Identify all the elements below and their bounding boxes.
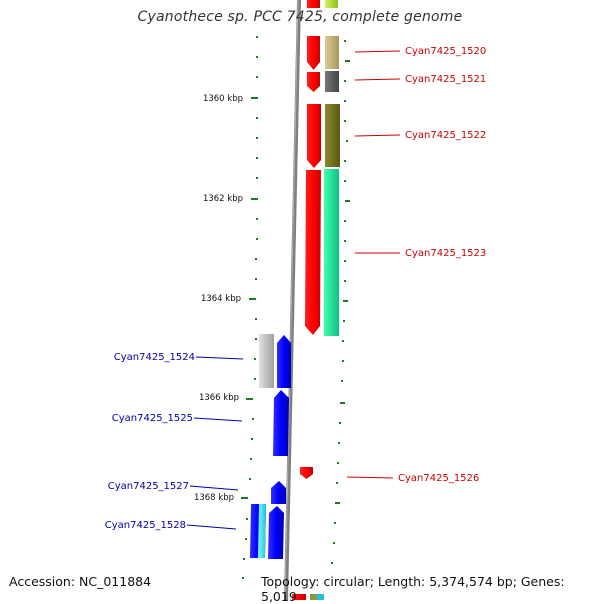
gene-label-1521[interactable]: Cyan7425_1521 (405, 74, 486, 85)
gene-label-1522[interactable]: Cyan7425_1522 (405, 130, 486, 141)
gene-arrow-1523 (305, 170, 321, 335)
scale-tick-1360: 1360 kbp (203, 94, 258, 104)
gene-arrow-1528 (268, 506, 284, 559)
gene-partial-bottom-cyan (317, 594, 324, 600)
right-leader-lines (346, 50, 401, 479)
gene-partial-top-lime (325, 0, 338, 8)
scale-label: 1364 kbp (201, 294, 241, 304)
page-title: Cyanothece sp. PCC 7425, complete genome (137, 9, 463, 25)
cog-box-1521 (325, 71, 339, 92)
scale-label: 1360 kbp (203, 94, 243, 104)
cog-box-1520 (325, 36, 339, 69)
gene-partial-bottom-red (292, 594, 306, 600)
gene-label-1525[interactable]: Cyan7425_1525 (112, 413, 193, 424)
scale-label: 1366 kbp (199, 393, 239, 403)
scale-label: 1368 kbp (194, 493, 234, 503)
scale-tick-1366: 1366 kbp (199, 393, 253, 403)
left-leader-lines (186, 356, 244, 530)
gene-arrow-1524 (277, 335, 291, 388)
scale-label: 1362 kbp (203, 194, 243, 204)
gene-partial-bottom-olive (310, 594, 317, 600)
gene-label-1526[interactable]: Cyan7425_1526 (398, 473, 479, 484)
cog-box-1528-secondary (258, 504, 266, 558)
gene-label-1528[interactable]: Cyan7425_1528 (105, 520, 186, 531)
gene-label-1524[interactable]: Cyan7425_1524 (114, 352, 195, 363)
gene-arrow-1522 (307, 104, 321, 168)
gene-label-1523[interactable]: Cyan7425_1523 (405, 248, 486, 259)
cog-box-1524 (259, 334, 274, 388)
outer-tick-track (331, 40, 350, 564)
gene-partial-top-red (307, 0, 320, 8)
genome-backbone (284, 0, 301, 601)
scale-tick-1368: 1368 kbp (194, 493, 248, 503)
scale-tick-1364: 1364 kbp (201, 294, 256, 304)
gene-label-1527[interactable]: Cyan7425_1527 (108, 481, 189, 492)
gene-label-1520[interactable]: Cyan7425_1520 (405, 46, 486, 57)
accession-text: Accession: NC_011884 (9, 574, 152, 589)
cog-box-1523 (324, 169, 339, 336)
gene-arrow-1521 (307, 72, 320, 92)
gene-arrow-1527 (271, 481, 286, 504)
gene-arrow-1526 (300, 467, 313, 479)
inner-tick-track (242, 36, 258, 579)
gene-arrow-1525 (273, 390, 289, 456)
genome-backbone-highlight (284, 0, 299, 601)
scale-tick-1362: 1362 kbp (203, 194, 258, 204)
gene-arrow-1520 (307, 36, 320, 70)
cog-box-1522 (325, 104, 340, 167)
